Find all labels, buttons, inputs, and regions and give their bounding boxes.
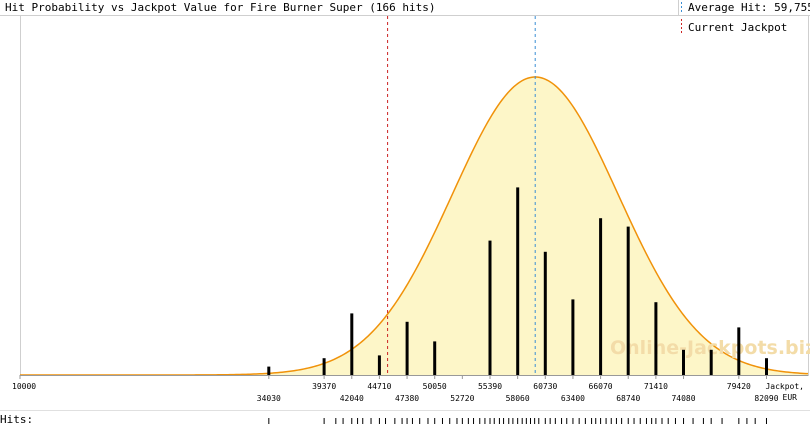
bar (626, 226, 630, 375)
x-tick-label: 52720 (450, 394, 474, 403)
x-axis-ticks: 10000 39370 44710 50050 55390 60730 66070 71410… (12, 375, 779, 403)
x-tick-label: 68740 (616, 394, 640, 403)
bar (543, 251, 547, 375)
x-tick-label: 47380 (395, 394, 419, 403)
x-tick-label: 10000 (12, 382, 36, 391)
bar (737, 327, 741, 375)
x-tick-label: 34030 (257, 394, 281, 403)
bar (682, 349, 685, 375)
bar (765, 358, 768, 375)
x-tick-label: 60730 (533, 382, 557, 391)
x-tick-label: 74080 (671, 394, 695, 403)
x-axis-label: Jackpot, (765, 382, 804, 391)
x-tick-label: 79420 (727, 382, 751, 391)
bar (350, 313, 354, 375)
bar (571, 299, 575, 375)
bar (267, 366, 271, 375)
x-tick-label: 63400 (561, 394, 585, 403)
bar (377, 355, 381, 375)
probability-curve-fill (20, 77, 808, 375)
x-tick-label: 71410 (644, 382, 668, 391)
bar (709, 349, 713, 375)
bar (433, 341, 437, 375)
x-tick-label: 50050 (423, 382, 447, 391)
legend-current-label: Current Jackpot (688, 21, 787, 34)
x-tick-label: 82090 (754, 394, 778, 403)
x-tick-label: 58060 (506, 394, 530, 403)
bar (488, 240, 492, 375)
hits-label: Hits: (0, 413, 33, 425)
bar (599, 218, 603, 375)
x-tick-label: 55390 (478, 382, 502, 391)
bar-series (267, 187, 768, 375)
x-axis-unit: EUR (783, 393, 798, 402)
chart-title: Hit Probability vs Jackpot Value for Fir… (5, 1, 435, 14)
x-tick-label: 66070 (589, 382, 613, 391)
hits-rug (268, 418, 767, 424)
bar (322, 358, 326, 375)
x-tick-label: 42040 (340, 394, 364, 403)
watermark-text: Online-Jackpots.biz (610, 337, 810, 359)
x-tick-label: 39370 (312, 382, 336, 391)
bar (516, 187, 520, 375)
bar (405, 321, 409, 375)
probability-curve-line (20, 76, 809, 376)
legend-average-label: Average Hit: 59,755 (688, 1, 810, 14)
x-tick-label: 44710 (367, 382, 391, 391)
bar (654, 302, 658, 375)
legend: Average Hit: 59,755 Current Jackpot (681, 1, 810, 34)
